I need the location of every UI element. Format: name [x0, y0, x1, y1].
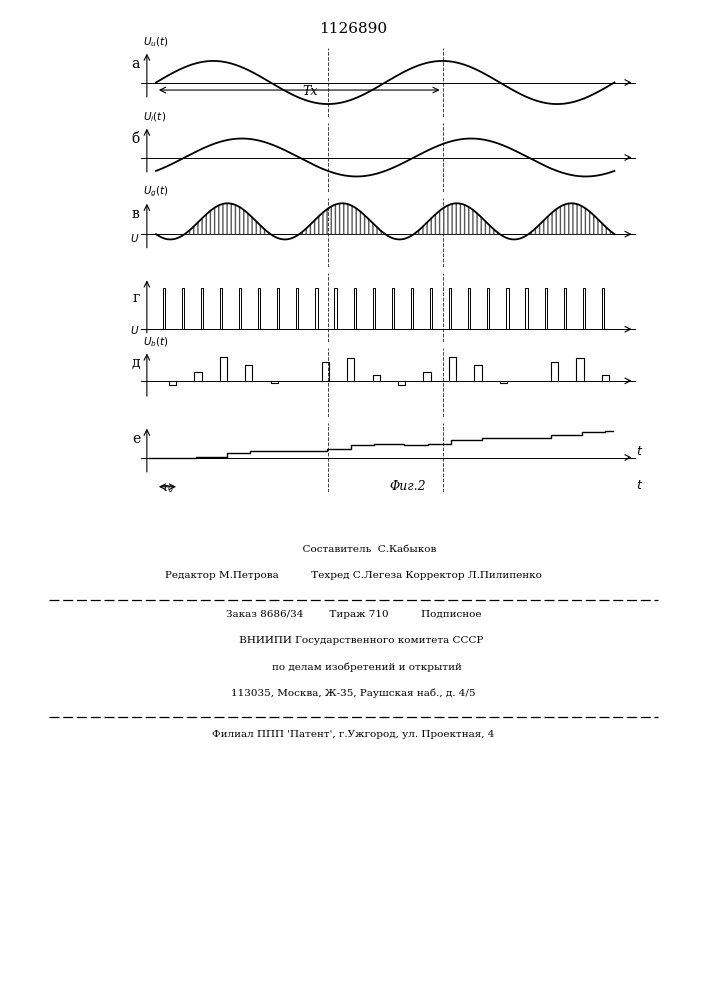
Text: ВНИИПИ Государственного комитета СССР: ВНИИПИ Государственного комитета СССР: [223, 636, 484, 645]
Text: 113035, Москва, Ж-35, Раушская наб., д. 4/5: 113035, Москва, Ж-35, Раушская наб., д. …: [231, 688, 476, 698]
Text: Φиг.2: Φиг.2: [390, 480, 426, 493]
Text: Tx: Tx: [303, 85, 318, 98]
Text: Редактор М.Петрова          Техред С.Легеза Корректор Л.Пилипенко: Редактор М.Петрова Техред С.Легеза Корре…: [165, 571, 542, 580]
Text: $U_u(t)$: $U_u(t)$: [144, 36, 169, 49]
Text: б: б: [132, 132, 140, 146]
Text: г: г: [132, 291, 139, 305]
Text: а: а: [132, 57, 140, 71]
Text: Заказ 8686/34        Тираж 710          Подписное: Заказ 8686/34 Тираж 710 Подписное: [226, 610, 481, 619]
Text: $U$: $U$: [130, 232, 139, 244]
Text: д: д: [132, 356, 140, 370]
Text: $U_g(t)$: $U_g(t)$: [144, 185, 169, 199]
Text: $\tau_0$: $\tau_0$: [161, 483, 174, 495]
Text: 1126890: 1126890: [320, 22, 387, 36]
Text: Составитель  С.Кабыков: Составитель С.Кабыков: [270, 545, 437, 554]
Text: $U_b(t)$: $U_b(t)$: [144, 336, 169, 349]
Text: $t$: $t$: [636, 479, 643, 492]
Text: $U$: $U$: [130, 324, 139, 336]
Text: е: е: [132, 432, 140, 446]
Text: $U_i(t)$: $U_i(t)$: [144, 111, 166, 124]
Text: Филиал ППП 'Патент', г.Ужгород, ул. Проектная, 4: Филиал ППП 'Патент', г.Ужгород, ул. Прое…: [212, 730, 495, 739]
Text: $t$: $t$: [636, 445, 643, 458]
Text: в: в: [132, 207, 140, 221]
Text: по делам изобретений и открытий: по делам изобретений и открытий: [245, 662, 462, 672]
